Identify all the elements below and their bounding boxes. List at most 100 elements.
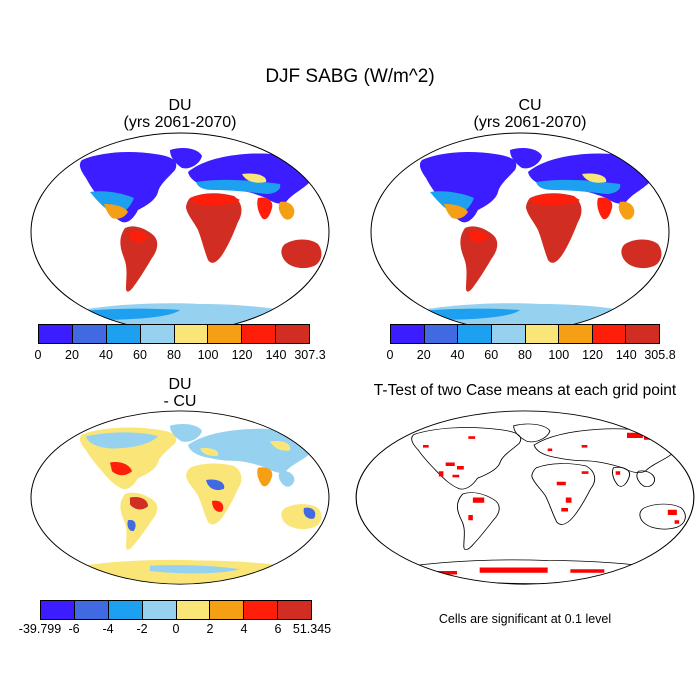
colorbar-du-tick-label: 0 — [34, 348, 42, 362]
eurasia-south-band — [196, 179, 281, 194]
colorbar-du-swatch — [208, 325, 243, 343]
colorbar-du-tick-label: 307.3 — [294, 348, 326, 362]
significant-cells — [423, 432, 680, 575]
india-region — [597, 197, 613, 220]
greenland-outline — [513, 423, 551, 443]
panel-title-cu-line2: (yrs 2061-2070) — [473, 114, 587, 131]
colorbar-du-labels: 0 20 40 60 80 100 120 140 307.3 — [34, 348, 326, 364]
australia-region — [281, 239, 322, 269]
colorbar-diff-swatch — [244, 601, 279, 619]
colorbar-du-swatches — [38, 324, 310, 344]
eurasia-south-band — [536, 179, 621, 194]
north-america-southwest-band — [104, 204, 128, 219]
australia-region — [281, 504, 322, 530]
map-ttest — [355, 410, 695, 585]
map-frame — [30, 410, 330, 585]
colorbar-du-swatch — [140, 325, 175, 343]
colorbar-diff-swatch — [74, 601, 109, 619]
colorbar-cu-tick-label: 305.8 — [644, 348, 676, 362]
colorbar-cu-tick-label: 120 — [582, 348, 603, 362]
south-america-north-patch — [130, 497, 148, 510]
panel-title-diff: DU - CU — [30, 376, 330, 410]
colorbar-du-swatch — [276, 325, 309, 343]
colorbar-cu-tick-label: 100 — [548, 348, 570, 362]
colorbar-diff-swatches — [40, 600, 312, 620]
map-cu — [370, 132, 670, 332]
panel-title-du-line1: DU — [168, 97, 192, 114]
southeast-asia-region — [278, 470, 295, 487]
panel-title-du-line2: (yrs 2061-2070) — [123, 114, 237, 131]
southeast-asia-region — [618, 201, 635, 220]
colorbar-diff-swatch — [108, 601, 143, 619]
central-asia-band — [242, 173, 267, 183]
north-america-region — [79, 152, 177, 223]
colorbar-diff-tick-label: -6 — [68, 622, 80, 636]
colorbar-diff-swatch — [41, 601, 75, 619]
colorbar-du-swatch — [106, 325, 141, 343]
colorbar-cu-tick-label: 20 — [416, 348, 431, 362]
panel-title-diff-line2: - CU — [163, 393, 197, 410]
panel-title-du: DU (yrs 2061-2070) — [30, 97, 330, 131]
colorbar-cu-swatch — [525, 325, 560, 343]
colorbar-cu — [390, 324, 660, 344]
colorbar-cu-swatch — [491, 325, 526, 343]
colorbar-cu-tick-label: 60 — [484, 348, 499, 362]
map-frame — [355, 410, 695, 585]
colorbar-diff-tick-label: -4 — [102, 622, 114, 636]
europe-patch — [200, 448, 219, 456]
map-du — [30, 132, 330, 332]
india-outline — [611, 466, 631, 487]
colorbar-cu-swatch — [424, 325, 459, 343]
eurasia-outline — [533, 428, 683, 474]
colorbar-cu-swatches — [390, 324, 660, 344]
south-america-north-band — [130, 231, 148, 243]
colorbar-cu-swatch — [626, 325, 659, 343]
north-america-north-band — [86, 432, 158, 449]
north-america-southwest-band — [444, 204, 468, 219]
colorbar-cu-swatch — [391, 325, 425, 343]
australia-region — [621, 239, 662, 269]
south-america-north-band — [470, 231, 488, 243]
colorbar-du-tick-label: 100 — [197, 348, 219, 362]
colorbar-cu-tick-label: 40 — [450, 348, 465, 362]
colorbar-cu-swatch — [592, 325, 627, 343]
colorbar-du-swatch — [39, 325, 73, 343]
colorbar-diff-tick-label: 6 — [274, 622, 282, 636]
colorbar-du-tick-label: 60 — [133, 348, 147, 362]
south-america-south-patch — [127, 519, 136, 532]
india-region — [257, 467, 273, 487]
panel-title-cu-line1: CU — [518, 97, 542, 114]
australia-east-patch — [303, 507, 316, 519]
southeast-asia-outline — [636, 470, 656, 488]
southeast-asia-region — [278, 201, 295, 220]
colorbar-diff — [40, 600, 312, 620]
colorbar-diff-labels: -39.799 -6 -4 -2 0 2 4 6 51.345 — [19, 622, 331, 638]
colorbar-du-tick-label: 120 — [231, 348, 253, 362]
colorbar-du — [38, 324, 310, 344]
india-region — [257, 197, 273, 220]
colorbar-du-swatch — [174, 325, 209, 343]
colorbar-diff-tick-label: 51.345 — [292, 622, 332, 636]
africa-north-band — [530, 194, 580, 206]
colorbar-diff-swatch — [176, 601, 211, 619]
panel-title-diff-line1: DU — [168, 376, 192, 393]
colorbar-cu-swatch — [559, 325, 593, 343]
north-america-outline — [411, 426, 522, 490]
colorbar-du-tick-label: 20 — [65, 348, 79, 362]
significance-note: Cells are significant at 0.1 level — [438, 612, 612, 626]
north-america-region — [419, 152, 517, 223]
antarctica-center-band — [150, 565, 240, 574]
colorbar-du-tick-label: 80 — [167, 348, 181, 362]
colorbar-cu-tick-label: 80 — [518, 348, 532, 362]
central-asia-band — [582, 173, 607, 183]
colorbar-diff-swatch — [278, 601, 311, 619]
colorbar-cu-tick-label: 0 — [386, 348, 394, 362]
east-asia-patch — [270, 441, 291, 451]
africa-north-band — [190, 194, 240, 206]
colorbar-diff-tick-label: -39.799 — [18, 622, 62, 636]
colorbar-cu-tick-label: 140 — [615, 348, 637, 362]
africa-region — [186, 463, 242, 525]
colorbar-diff-tick-label: 4 — [240, 622, 248, 636]
colorbar-cu-swatch — [458, 325, 492, 343]
africa-central-patch — [206, 479, 225, 491]
